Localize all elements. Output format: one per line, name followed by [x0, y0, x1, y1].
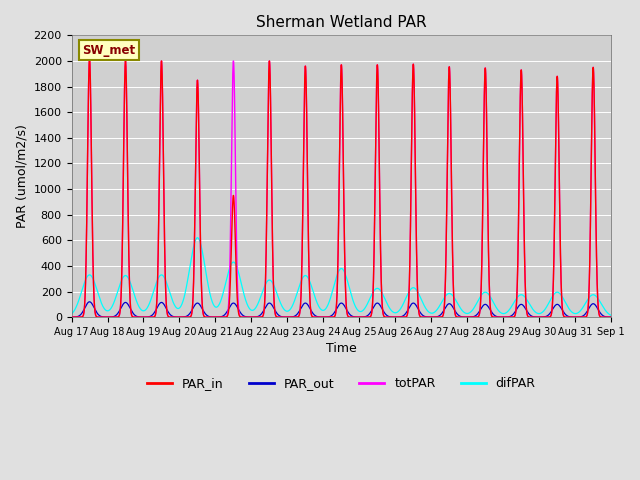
- Y-axis label: PAR (umol/m2/s): PAR (umol/m2/s): [15, 124, 28, 228]
- Legend: PAR_in, PAR_out, totPAR, difPAR: PAR_in, PAR_out, totPAR, difPAR: [142, 372, 541, 396]
- Text: SW_met: SW_met: [83, 44, 136, 57]
- Title: Sherman Wetland PAR: Sherman Wetland PAR: [256, 15, 427, 30]
- X-axis label: Time: Time: [326, 342, 356, 356]
